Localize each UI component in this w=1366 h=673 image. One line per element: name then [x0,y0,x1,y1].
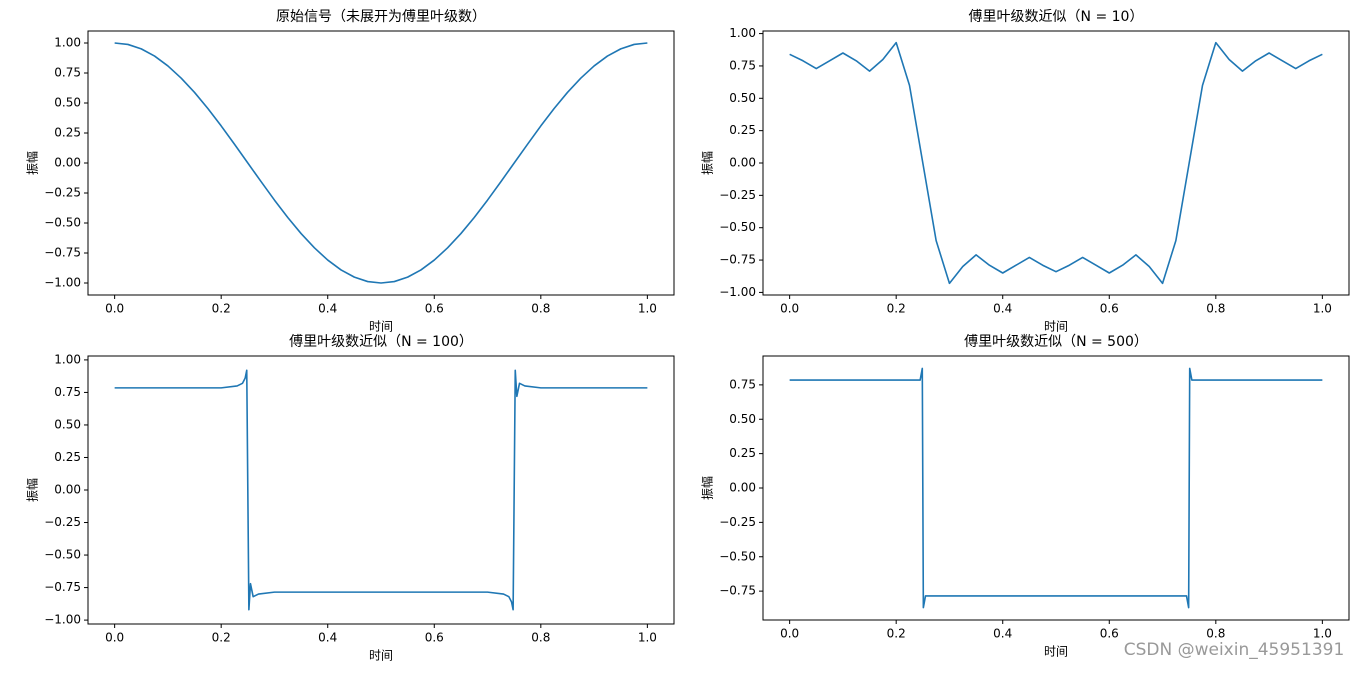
y-tick-label: 1.00 [729,26,756,40]
x-tick-label: 0.6 [1100,627,1119,641]
subplot-title: 傅里叶级数近似（N = 10） [969,9,1144,25]
signal-line [789,41,1323,285]
x-tick-label: 0.6 [425,302,444,316]
y-tick-label: 0.00 [54,156,81,170]
y-tick-label: −1.00 [44,613,81,627]
x-tick-label: 0.2 [887,302,906,316]
y-tick-label: 1.00 [54,352,81,366]
y-tick-label: −0.75 [44,246,81,260]
y-tick-label: −0.75 [719,253,756,267]
axes-frame [87,30,675,296]
y-tick-label: 0.00 [54,483,81,497]
subplot-title: 原始信号（未展开为傅里叶级数） [276,9,486,25]
x-tick-label: 0.0 [780,302,799,316]
y-tick-label: 0.50 [54,96,81,110]
y-tick-label: 0.00 [729,156,756,170]
y-axis-label: 振幅 [25,478,40,502]
subplot-title: 傅里叶级数近似（N = 500） [964,334,1148,350]
x-tick-label: 0.2 [887,627,906,641]
y-tick-label: 0.50 [54,417,81,431]
y-tick-label: 0.25 [54,450,81,464]
signal-line [789,367,1323,609]
y-tick-label: 0.75 [729,58,756,72]
y-tick-label: 0.75 [54,66,81,80]
x-tick-label: 0.2 [212,631,231,645]
x-tick-label: 0.0 [105,631,124,645]
y-tick-label: −0.50 [44,216,81,230]
y-tick-label: 0.00 [729,481,756,495]
y-tick-label: −0.25 [719,515,756,529]
y-tick-label: −0.25 [719,188,756,202]
axes-frame [87,355,675,625]
y-tick-label: −0.50 [719,220,756,234]
y-tick-label: 0.25 [54,126,81,140]
y-tick-label: −0.25 [44,186,81,200]
x-axis-label: 时间 [369,649,393,663]
y-tick-label: −0.75 [719,584,756,598]
y-axis-label: 振幅 [700,476,715,500]
x-tick-label: 0.8 [1206,627,1225,641]
y-tick-label: −0.50 [719,549,756,563]
y-tick-label: −1.00 [719,285,756,299]
y-tick-label: 0.25 [729,446,756,460]
x-tick-label: 1.0 [1313,302,1332,316]
y-tick-label: −0.25 [44,515,81,529]
x-tick-label: 0.8 [531,302,550,316]
signal-line [114,369,648,611]
x-tick-label: 0.4 [993,627,1012,641]
x-tick-label: 1.0 [638,631,657,645]
x-tick-label: 1.0 [638,302,657,316]
x-tick-label: 0.4 [318,302,337,316]
axes-frame [762,355,1350,621]
x-tick-label: 0.4 [318,631,337,645]
x-tick-label: 0.4 [993,302,1012,316]
y-tick-label: −0.75 [44,580,81,594]
x-tick-label: 0.8 [531,631,550,645]
y-tick-label: 0.50 [729,412,756,426]
signal-line [114,42,648,284]
x-tick-label: 0.0 [105,302,124,316]
y-tick-label: −0.50 [44,548,81,562]
y-axis-label: 振幅 [700,151,715,175]
x-axis-label: 时间 [369,320,393,334]
y-tick-label: 1.00 [54,36,81,50]
y-tick-label: 0.25 [729,123,756,137]
x-tick-label: 0.6 [1100,302,1119,316]
watermark: CSDN @weixin_45951391 [1124,640,1345,660]
x-tick-label: 1.0 [1313,627,1332,641]
y-axis-label: 振幅 [25,151,40,175]
x-tick-label: 0.0 [780,627,799,641]
subplot-title: 傅里叶级数近似（N = 100） [289,334,473,350]
x-tick-label: 0.8 [1206,302,1225,316]
y-tick-label: 0.75 [729,377,756,391]
x-tick-label: 0.2 [212,302,231,316]
x-axis-label: 时间 [1044,320,1068,334]
y-tick-label: 0.75 [54,385,81,399]
axes-frame [762,30,1350,296]
y-tick-label: −1.00 [44,276,81,290]
x-axis-label: 时间 [1044,645,1068,659]
x-tick-label: 0.6 [425,631,444,645]
y-tick-label: 0.50 [729,91,756,105]
